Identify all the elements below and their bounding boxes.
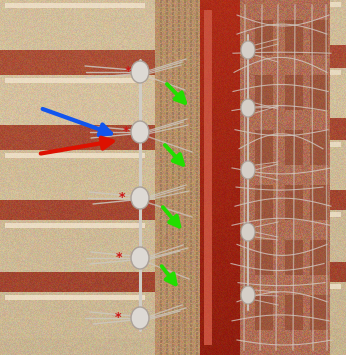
Text: *: * (119, 191, 125, 204)
Ellipse shape (131, 121, 149, 143)
Ellipse shape (131, 61, 149, 83)
Ellipse shape (131, 247, 149, 269)
Ellipse shape (241, 286, 255, 304)
Ellipse shape (241, 99, 255, 117)
Ellipse shape (241, 223, 255, 241)
Ellipse shape (241, 41, 255, 59)
Ellipse shape (131, 307, 149, 329)
Text: *: * (125, 66, 131, 78)
Text: *: * (115, 311, 121, 324)
Ellipse shape (131, 187, 149, 209)
Text: *: * (116, 251, 122, 264)
Text: *: * (123, 126, 129, 138)
Ellipse shape (241, 161, 255, 179)
